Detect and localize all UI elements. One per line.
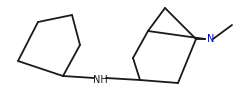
Text: N: N: [207, 34, 214, 44]
Text: NH: NH: [93, 75, 107, 85]
